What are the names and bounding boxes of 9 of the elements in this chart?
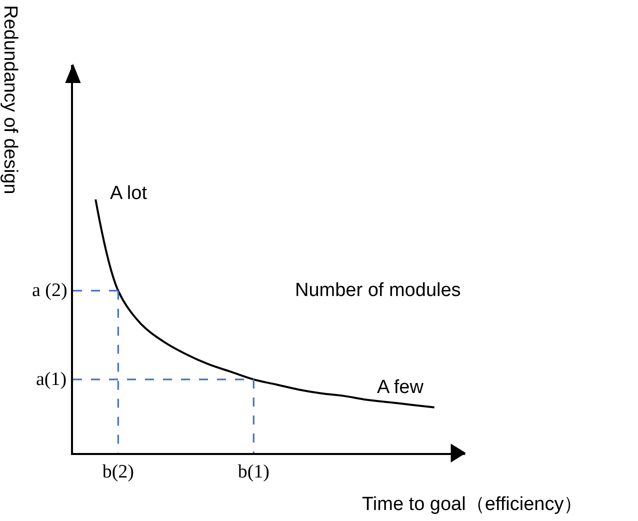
x-tick-label: b(1) <box>238 462 270 483</box>
annotation: Number of modules <box>295 280 461 301</box>
annotation: A lot <box>110 183 148 204</box>
series-label: a (2) <box>32 280 68 301</box>
x-axis-title: Time to goal（efficiency） <box>362 494 583 515</box>
x-tick-label: b(2) <box>102 462 134 483</box>
y-axis-title: Redundancy of design <box>0 5 21 194</box>
annotation: A few <box>377 377 424 398</box>
series-label: a(1) <box>36 369 67 390</box>
